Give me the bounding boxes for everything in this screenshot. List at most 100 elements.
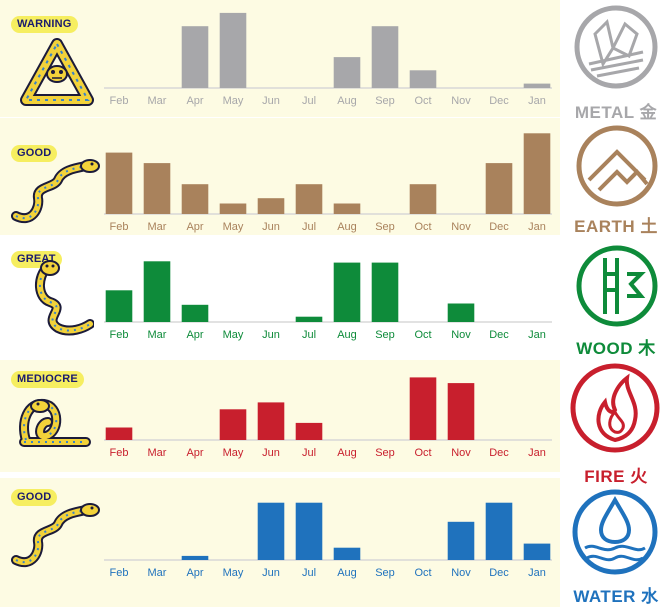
tick-label-apr: Apr bbox=[186, 567, 203, 579]
bar-chart-fire: Feb Mar Apr May Jun Jul Aug Sep Oct Nov Dec Jan bbox=[104, 377, 552, 459]
tick-label-apr: Apr bbox=[186, 221, 203, 233]
tick-label-sep: Sep bbox=[375, 329, 395, 341]
bar-jun bbox=[257, 198, 285, 214]
bar-jan bbox=[523, 133, 551, 214]
tick-label-jan: Jan bbox=[528, 447, 546, 459]
tick-label-apr: Apr bbox=[186, 95, 203, 107]
tick-label-aug: Aug bbox=[337, 95, 357, 107]
wood-tree-icon bbox=[576, 245, 658, 327]
tick-label-jul: Jul bbox=[302, 95, 316, 107]
snake-wiggle-illustration bbox=[11, 503, 100, 567]
tick-label-oct: Oct bbox=[414, 95, 431, 107]
bar-sep bbox=[371, 26, 399, 88]
tick-label-aug: Aug bbox=[337, 329, 357, 341]
water-drop-icon bbox=[572, 489, 658, 575]
tick-label-aug: Aug bbox=[337, 447, 357, 459]
tick-label-dec: Dec bbox=[489, 221, 509, 233]
tick-label-mar: Mar bbox=[148, 567, 167, 579]
bar-aug bbox=[333, 203, 361, 214]
tick-label-oct: Oct bbox=[414, 447, 431, 459]
bar-jun bbox=[257, 502, 285, 560]
bar-oct bbox=[409, 70, 437, 88]
bar-chart-water: Feb Mar Apr May Jun Jul Aug Sep Oct Nov Dec Jan bbox=[104, 502, 552, 579]
tick-label-oct: Oct bbox=[414, 567, 431, 579]
bar-nov bbox=[447, 383, 475, 440]
tick-label-dec: Dec bbox=[489, 329, 509, 341]
bar-mar bbox=[143, 261, 171, 322]
panel-earth bbox=[0, 118, 560, 235]
tick-label-nov: Nov bbox=[451, 221, 471, 233]
tick-label-jun: Jun bbox=[262, 95, 280, 107]
bar-jun bbox=[257, 402, 285, 440]
tick-label-jun: Jun bbox=[262, 221, 280, 233]
tick-label-oct: Oct bbox=[414, 221, 431, 233]
bar-apr bbox=[181, 26, 209, 88]
snake-coiled-illustration bbox=[35, 260, 94, 336]
tick-label-mar: Mar bbox=[148, 95, 167, 107]
tick-label-sep: Sep bbox=[375, 221, 395, 233]
bar-chart-earth: Feb Mar Apr May Jun Jul Aug Sep Oct Nov Dec Jan bbox=[104, 133, 552, 233]
tick-label-may: May bbox=[223, 447, 244, 459]
earth-mountain-icon bbox=[576, 125, 658, 207]
rating-badge-fire: MEDIOCRE bbox=[11, 371, 84, 388]
bar-nov bbox=[447, 303, 475, 322]
bar-feb bbox=[105, 290, 133, 322]
bar-chart-metal: Feb Mar Apr May Jun Jul Aug Sep Oct Nov Dec Jan bbox=[104, 12, 552, 107]
bar-sep bbox=[371, 262, 399, 322]
tick-label-feb: Feb bbox=[110, 447, 129, 459]
bar-may bbox=[219, 203, 247, 214]
tick-label-sep: Sep bbox=[375, 95, 395, 107]
tick-label-mar: Mar bbox=[148, 221, 167, 233]
tick-label-dec: Dec bbox=[489, 447, 509, 459]
bar-dec bbox=[485, 163, 513, 214]
element-label-metal: METAL 金 bbox=[574, 103, 658, 122]
tick-label-feb: Feb bbox=[110, 221, 129, 233]
bar-aug bbox=[333, 262, 361, 322]
tick-label-jul: Jul bbox=[302, 447, 316, 459]
bar-feb bbox=[105, 152, 133, 214]
element-label-wood: WOOD 木 bbox=[576, 339, 656, 358]
snake-wiggle-illustration bbox=[11, 159, 100, 223]
rating-badge-earth: GOOD bbox=[11, 145, 58, 162]
tick-label-feb: Feb bbox=[110, 567, 129, 579]
bar-feb bbox=[105, 427, 133, 440]
tick-label-feb: Feb bbox=[110, 95, 129, 107]
tick-label-jun: Jun bbox=[262, 447, 280, 459]
element-fire: FIRE 火 bbox=[566, 358, 666, 486]
tick-label-apr: Apr bbox=[186, 329, 203, 341]
tick-label-may: May bbox=[223, 329, 244, 341]
tick-label-jan: Jan bbox=[528, 329, 546, 341]
tick-label-may: May bbox=[223, 95, 244, 107]
bar-mar bbox=[143, 163, 171, 214]
tick-label-aug: Aug bbox=[337, 567, 357, 579]
tick-label-jan: Jan bbox=[528, 95, 546, 107]
tick-label-nov: Nov bbox=[451, 567, 471, 579]
bar-jul bbox=[295, 184, 323, 214]
tick-label-jun: Jun bbox=[262, 329, 280, 341]
tick-label-jun: Jun bbox=[262, 567, 280, 579]
tick-label-may: May bbox=[223, 221, 244, 233]
tick-label-nov: Nov bbox=[451, 447, 471, 459]
element-wood: WOOD 木 bbox=[566, 238, 666, 358]
tick-label-nov: Nov bbox=[451, 95, 471, 107]
tick-label-apr: Apr bbox=[186, 447, 203, 459]
tick-label-jan: Jan bbox=[528, 567, 546, 579]
bar-aug bbox=[333, 57, 361, 88]
bar-jul bbox=[295, 316, 323, 322]
tick-label-dec: Dec bbox=[489, 95, 509, 107]
bar-nov bbox=[447, 521, 475, 560]
bar-chart-wood: Feb Mar Apr May Jun Jul Aug Sep Oct Nov Dec Jan bbox=[104, 261, 552, 341]
bar-may bbox=[219, 12, 247, 88]
panel-wood bbox=[0, 237, 560, 354]
bar-dec bbox=[485, 502, 513, 560]
tick-label-feb: Feb bbox=[110, 329, 129, 341]
tick-label-aug: Aug bbox=[337, 221, 357, 233]
bar-apr bbox=[181, 555, 209, 560]
rating-badge-metal: WARNING bbox=[11, 16, 78, 33]
bar-oct bbox=[409, 184, 437, 214]
tick-label-sep: Sep bbox=[375, 567, 395, 579]
bar-aug bbox=[333, 547, 361, 560]
bar-jul bbox=[295, 422, 323, 440]
tick-label-jul: Jul bbox=[302, 567, 316, 579]
bar-oct bbox=[409, 377, 437, 440]
